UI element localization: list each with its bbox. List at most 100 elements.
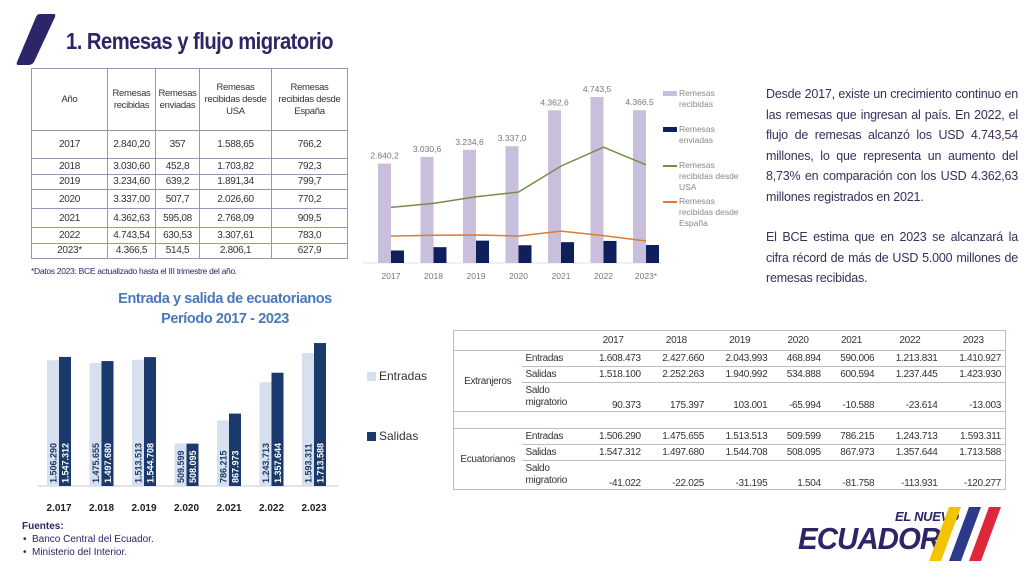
value-cell: 595,08 [155,208,200,228]
legend-label: Remesas enviadas [679,124,715,145]
x-tick-label: 2.018 [89,503,114,514]
legend-item: Remesas recibidas [663,88,751,110]
value-cell: -31.195 [708,460,772,490]
value-cell: 1.891,34 [199,173,272,190]
legend-entradas: Entradas [367,368,427,384]
x-tick-label: 2.021 [216,503,241,514]
value-cell: -22.025 [644,460,709,490]
migration-chart: 1.506.290 1.547.312 2.017 1.475.655 1.497.68… [38,343,338,514]
bar-remesas-enviadas [603,240,617,263]
value-cell: 770,2 [271,189,348,209]
logo-stripe-yellow [929,507,961,561]
value-cell: 909,5 [271,208,348,228]
value-cell: 1.518.100 [581,366,645,383]
value-cell: 1.410.927 [941,350,1006,367]
migration-table-header: 2017 2018 2019 2020 2021 2022 2023 [453,330,1006,351]
value-cell: 468.894 [771,350,825,367]
x-tick-label: 2.023 [301,503,326,514]
value-cell: 509.599 [771,428,825,445]
legend-swatch [663,91,677,96]
bar-salidas [229,413,241,486]
value-cell: 1.423.930 [941,366,1006,383]
value-cell: 1.703,82 [199,158,272,175]
value-cell: 2.806,1 [199,242,272,259]
migration-row: Salidas 1.518.100 2.252.263 1.940.992 534.88… [454,366,1006,383]
legend-salidas: Salidas [367,428,427,444]
migration-title: Entrada y salida de ecuatorianos [118,291,332,307]
remesas-row: 2021 4.362,63 595,08 2.768,09 909,5 [31,208,348,228]
x-tick-label: 2022 [594,271,613,281]
col-header-year: Año [31,68,108,131]
year-cell: 2021 [31,208,108,228]
value-cell: 1.513.513 [708,428,772,445]
value-cell: 783,0 [271,227,348,244]
value-cell: 1.497.680 [644,444,709,461]
value-cell: -10.588 [824,382,879,412]
value-cell: 590.006 [824,350,879,367]
value-cell: 1.475.655 [644,428,709,445]
bar-salidas [101,361,114,486]
remesas-table-header: Año Remesas recibidas Remesas enviadas R… [31,68,348,131]
value-cell: 175.397 [644,382,709,412]
col-header-usa: Remesas recibidas desde USA [199,68,272,131]
row-label: Entradas [521,428,582,445]
data-label-entradas: 786.215 [219,450,229,483]
data-label-salidas: 1.547.312 [61,443,71,483]
x-tick-label: 2.017 [46,503,71,514]
data-label-salidas: 1.713.588 [316,443,326,483]
year-cell: 2023* [31,242,108,259]
bar-salidas [271,372,284,486]
x-tick-label: 2017 [382,271,401,281]
page-title: 1. Remesas y flujo migratorio [66,28,334,54]
source-item: Banco Central del Ecuador. [22,533,154,546]
year-cell: 2020 [31,189,108,209]
value-cell: 1.504 [771,460,825,490]
value-cell: -81.758 [824,460,879,490]
value-cell: 514,5 [155,242,200,259]
migration-chart-legend: Entradas Salidas [367,368,427,444]
data-label: 3.234,6 [455,137,484,147]
x-tick-label: 2.020 [174,503,199,514]
remesas-note: *Datos 2023: BCE actualizado hasta el II… [31,266,237,276]
bar-remesas-recibidas [505,146,519,263]
legend-label: Remesas recibidas desde España [679,196,739,228]
bar-remesas-enviadas [391,250,404,263]
data-label-salidas: 508.095 [188,450,198,483]
legend-item: Remesas enviadas [663,124,751,146]
bar-salidas [59,356,71,486]
remesas-row: 2019 3.234,60 639,2 1.891,34 799,7 [31,173,348,190]
value-cell: 1.506.290 [581,428,645,445]
legend-swatch-entradas [367,371,376,381]
bar-salidas [186,443,199,486]
migration-table: 2017 2018 2019 2020 2021 2022 2023 Extranjeros E… [453,330,1006,490]
value-cell: 3.307,61 [199,227,272,244]
data-label: 4.743,5 [583,84,612,94]
col-header-sent: Remesas enviadas [155,68,200,131]
col-header-received: Remesas recibidas [107,68,156,131]
bar-entradas [89,362,102,486]
group-label: Extranjeros [453,350,522,412]
year-header: 2017 [581,330,645,351]
value-cell: 1.940.992 [708,366,772,383]
data-label-entradas: 1.243.713 [261,443,271,483]
value-cell: 2.768,09 [199,208,272,228]
remesas-row: 2022 4.743,54 630,53 3.307,61 783,0 [31,227,348,244]
data-label: 3.337,0 [498,133,527,143]
remesas-row: 2017 2.840,20 357 1.588,65 766,2 [31,130,348,159]
x-tick-label: 2.022 [259,503,284,514]
value-cell: -65.994 [771,382,825,412]
legend-swatch [663,127,677,132]
x-tick-label: 2019 [467,271,486,281]
logo-wordmark: ECUADOR [798,521,941,556]
group-label: Ecuatorianos [453,428,522,490]
bar-remesas-recibidas [590,96,604,263]
legend-label: Remesas recibidas desde USA [679,160,739,192]
value-cell: 507,7 [155,189,200,209]
value-cell: 2.427.660 [644,350,709,367]
value-cell: 786.215 [824,428,879,445]
legend-label-entradas: Entradas [379,369,428,383]
value-cell: 867.973 [824,444,879,461]
value-cell: 1.213.831 [878,350,942,367]
migration-row: Salidas 1.547.312 1.497.680 1.544.708 508.09… [454,444,1006,461]
summary-paragraph-1: Desde 2017, existe un crecimiento contin… [766,87,1018,204]
